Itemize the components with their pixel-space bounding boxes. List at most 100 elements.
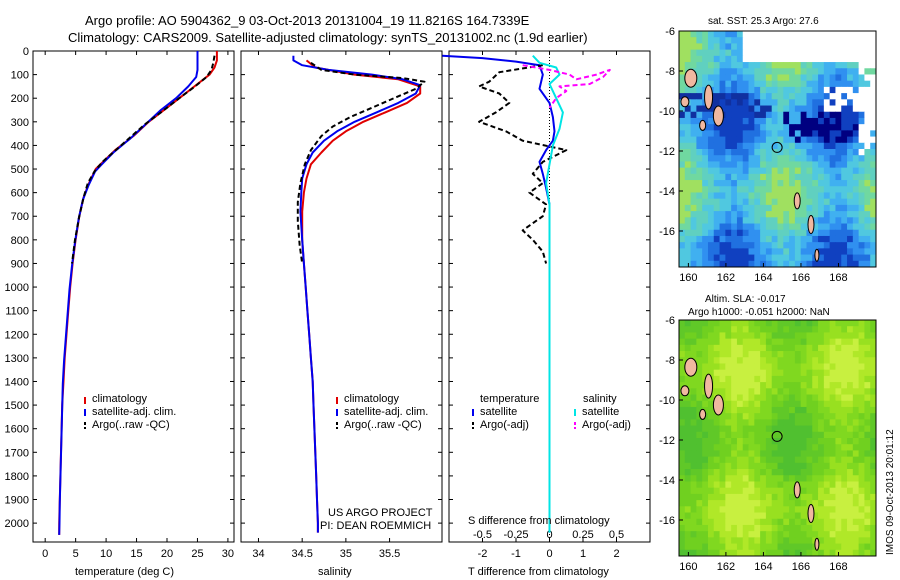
map-cell <box>812 80 819 88</box>
map-cell <box>754 242 761 249</box>
map-cell <box>742 537 750 545</box>
map-cell <box>783 254 790 262</box>
legend-sal-satellite: satellite <box>582 406 619 418</box>
map-cell <box>818 167 825 175</box>
map-cell <box>777 543 784 551</box>
map-cell <box>725 167 732 175</box>
map-cell <box>818 161 825 169</box>
map-cell <box>847 394 854 402</box>
map-cell <box>852 74 860 82</box>
map-cell <box>679 419 686 427</box>
map-cell <box>736 173 744 181</box>
map-cell <box>829 49 836 57</box>
map-cell <box>835 400 842 408</box>
map-cell <box>713 62 721 69</box>
map-cell <box>806 242 813 249</box>
map-cell <box>841 130 848 138</box>
map-cell <box>702 173 709 181</box>
map-cell <box>719 425 726 433</box>
map-cell <box>748 43 755 51</box>
map-cell <box>742 254 750 262</box>
map-cell <box>783 500 790 507</box>
map-cell <box>789 62 796 69</box>
map-cell <box>702 369 709 377</box>
map-cell <box>736 217 744 225</box>
map-cell <box>760 93 767 100</box>
map-cell <box>696 130 703 138</box>
map-cell <box>812 375 819 383</box>
map-cell <box>864 173 871 181</box>
map-cell <box>736 475 744 482</box>
map-cell <box>818 124 825 131</box>
map-cell <box>679 394 686 402</box>
map-cell <box>771 320 778 327</box>
map-cell <box>777 86 784 94</box>
map-cell <box>847 549 854 557</box>
map-cell <box>731 338 738 346</box>
map-cell <box>707 186 715 193</box>
map-cell <box>783 124 790 131</box>
map-cell <box>789 211 796 218</box>
map-cell <box>841 326 848 333</box>
map-cell <box>841 55 848 63</box>
map-cell <box>789 198 796 206</box>
map-cell <box>870 161 877 169</box>
map-cell <box>806 425 813 433</box>
map-cell <box>789 260 796 268</box>
map-cell <box>713 248 721 256</box>
map-cell <box>829 444 836 451</box>
map-cell <box>736 130 744 138</box>
map-cell <box>789 481 796 489</box>
map-cell <box>818 326 825 333</box>
map-cell <box>696 49 703 57</box>
map-cell <box>754 105 761 113</box>
map-cell <box>725 105 732 113</box>
map-cell <box>818 130 825 138</box>
map-cell <box>800 487 807 495</box>
map-cell <box>812 192 819 200</box>
map-cell <box>731 142 738 150</box>
map-cell <box>835 55 842 63</box>
map-cell <box>823 43 831 51</box>
map-cell <box>690 173 697 181</box>
map-cell <box>806 351 813 358</box>
map-cell <box>789 124 796 131</box>
map-cell <box>806 124 813 131</box>
map-cell <box>829 136 836 144</box>
map-cell <box>829 68 836 75</box>
map-cell <box>789 500 796 507</box>
map-cell <box>777 320 784 327</box>
y-tick-label: 900 <box>11 258 29 270</box>
map-cell <box>719 49 726 57</box>
map-cell <box>789 204 796 212</box>
map-cell <box>696 74 703 82</box>
map-cell <box>725 198 732 206</box>
map-cell <box>725 332 732 340</box>
map-cell <box>783 338 790 346</box>
map-cell <box>748 235 755 243</box>
map-x-tick-label: 160 <box>679 561 697 573</box>
map-cell <box>707 130 715 138</box>
map-cell <box>736 93 744 100</box>
map-cell <box>748 136 755 144</box>
map-cell <box>731 382 738 389</box>
map-cell <box>684 543 692 551</box>
map-cell <box>818 369 825 377</box>
map-cell <box>731 248 738 256</box>
map-cell <box>731 537 738 545</box>
map-cell <box>707 456 715 464</box>
map-cell <box>760 438 767 445</box>
map-cell <box>870 74 877 82</box>
map-cell <box>679 518 686 526</box>
x-tick-label: 2 <box>613 548 619 560</box>
map-cell <box>707 211 715 218</box>
map-cell <box>696 229 703 237</box>
map-cell <box>794 394 802 402</box>
map-cell <box>829 438 836 445</box>
map-cell <box>679 105 686 113</box>
map-cell <box>725 130 732 138</box>
map-cell <box>684 506 692 514</box>
map-cell <box>852 444 860 451</box>
map-cell <box>719 524 726 532</box>
map-cell <box>789 338 796 346</box>
